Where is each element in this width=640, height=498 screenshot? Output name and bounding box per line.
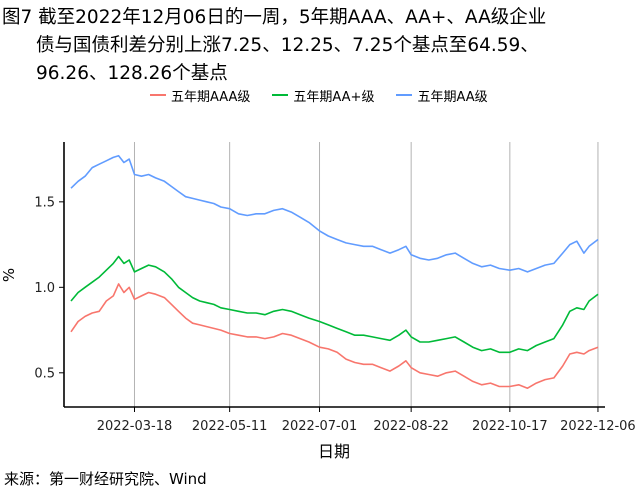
caption-line-1: 图7 截至2022年12月06日的一周，5年期AAA、AA+、AA级企业	[2, 7, 547, 28]
x-tick-label: 2022-05-11	[192, 419, 268, 434]
source-note: 来源：第一财经研究院、Wind	[4, 470, 207, 488]
grid-layer	[133, 142, 599, 407]
caption-line-2: 债与国债利差分别上涨7.25、12.25、7.25个基点至64.59、	[36, 35, 539, 56]
x-tick-label: 2022-12-06	[560, 419, 636, 434]
x-tick-label: 2022-07-01	[282, 419, 358, 434]
y-tick-label: 1.0	[34, 281, 55, 296]
caption-line-3: 96.26、128.26个基点	[36, 63, 228, 84]
x-tick-label: 2022-10-17	[472, 419, 548, 434]
series-line-0	[70, 283, 599, 389]
legend-item-aa-plus: 五年期AA+级	[272, 86, 374, 105]
legend-label-aa: 五年期AA级	[417, 89, 488, 105]
legend-key-aa	[396, 94, 413, 96]
legend-label-aaa: 五年期AAA级	[171, 89, 251, 105]
y-tick-label: 0.5	[34, 366, 55, 381]
chart-legend: 五年期AAA级 五年期AA+级 五年期AA级	[150, 85, 510, 105]
series-layer	[70, 154, 599, 389]
legend-label-aa-plus: 五年期AA+级	[293, 89, 375, 105]
x-axis-label: 日期	[318, 442, 350, 461]
series-line-1	[70, 255, 599, 354]
legend-key-aaa	[150, 94, 166, 96]
legend-item-aaa: 五年期AAA级	[150, 86, 250, 105]
axis-layer: 2022-03-18 2022-05-11 2022-07-01 2022-08-22…	[34, 142, 636, 434]
figure-caption: 图7 截至2022年12月06日的一周，5年期AAA、AA+、AA级企业 债与国…	[2, 4, 638, 88]
y-tick-label: 1.5	[34, 195, 55, 210]
series-line-2	[70, 154, 599, 273]
x-tick-label: 2022-03-18	[97, 419, 173, 434]
legend-key-aa-plus	[272, 94, 289, 96]
y-axis-label: %	[0, 268, 18, 282]
x-tick-label: 2022-08-22	[373, 419, 449, 434]
legend-item-aa: 五年期AA级	[396, 86, 488, 105]
